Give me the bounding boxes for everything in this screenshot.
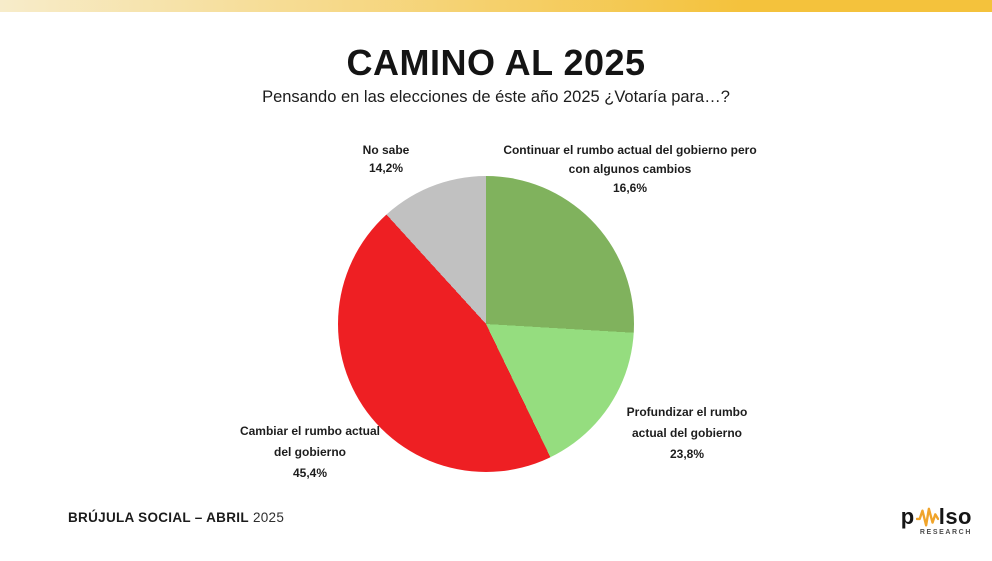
slice-label-text: actual del gobierno [631,426,742,440]
slice-label-cambiar: Cambiar el rumbo actual del gobierno 45,… [236,421,384,484]
chart-title: CAMINO AL 2025 [346,42,646,83]
slice-label-text: No sabe [362,143,410,157]
source-caption-year: 2025 [252,510,285,525]
pulso-research-logo: p lso RESEARCH [896,505,972,537]
slice-label-pct: 16,6% [612,181,648,195]
pulso-wordmark: p lso [896,505,972,529]
slice-label-pct: 14,2% [368,161,404,175]
source-caption: BRÚJULA SOCIAL – ABRIL 2025 [68,510,284,525]
pie-chart [338,176,634,472]
pulso-wordmark-end: lso [938,504,972,529]
pulso-wordmark-start: p [900,504,915,529]
slice-label-profundizar: Profundizar el rumbo actual del gobierno… [611,402,763,465]
slice-label-pct: 45,4% [292,466,328,480]
top-accent-bar [0,0,992,12]
slice-label-text: con algunos cambios [568,162,692,176]
slice-label-text: del gobierno [274,445,346,459]
slice-label-no-sabe: No sabe 14,2% [326,141,446,177]
chart-subtitle: Pensando en las elecciones de éste año 2… [262,88,730,106]
slice-label-pct: 23,8% [669,447,705,461]
pulso-research-subtext: RESEARCH [919,529,972,536]
slice-label-continuar: Continuar el rumbo actual del gobierno p… [494,141,766,198]
source-caption-bold: BRÚJULA SOCIAL – ABRIL [68,510,249,525]
slice-label-text: Cambiar el rumbo actual [239,424,381,438]
slice-label-text: Profundizar el rumbo [626,405,748,419]
slice-label-text: Continuar el rumbo actual del gobierno p… [503,143,757,157]
pulse-waveform-icon [915,507,939,527]
